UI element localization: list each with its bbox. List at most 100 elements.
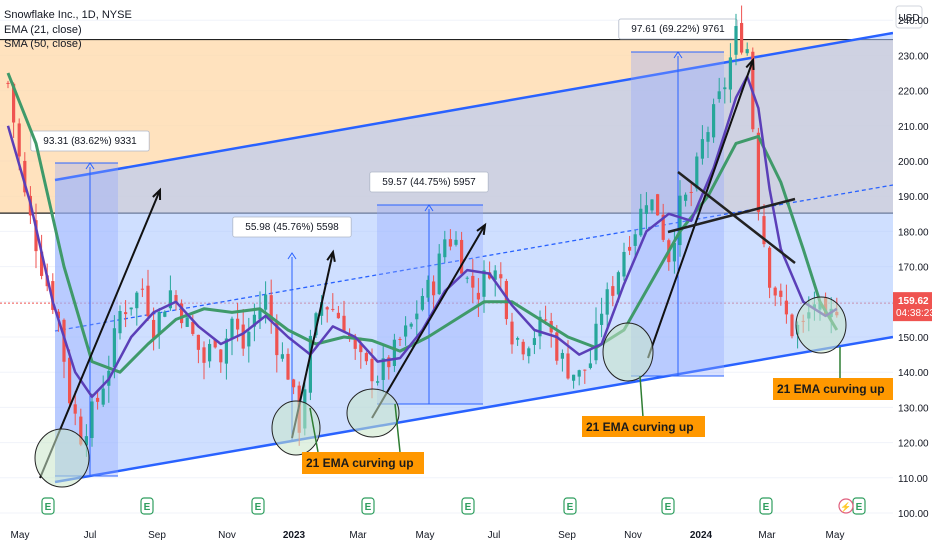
candle-body	[224, 338, 228, 364]
candle-body	[415, 313, 419, 320]
candle-body	[521, 341, 525, 355]
candle-body	[146, 285, 150, 317]
earnings-letter: E	[763, 502, 770, 513]
candle-body	[577, 370, 581, 377]
trend-arrow-1-head	[152, 187, 162, 201]
candle-body	[112, 328, 116, 368]
earnings-icon	[563, 497, 577, 515]
note-label: 21 EMA curving up	[777, 382, 885, 396]
candle-body	[768, 247, 772, 288]
ema21-line	[6, 75, 838, 399]
note-pointer	[394, 403, 401, 453]
time-tick-label: Jul	[488, 530, 501, 541]
time-tick-label: Sep	[558, 530, 576, 541]
candle-body	[118, 311, 122, 334]
candle-body	[538, 316, 542, 337]
time-tick-label: May	[11, 530, 30, 541]
candle-body	[689, 191, 693, 193]
candle-body	[779, 290, 783, 297]
earnings-letter: E	[665, 502, 672, 513]
earnings-icon	[140, 497, 154, 515]
candle-body	[353, 337, 357, 349]
candle-body	[700, 139, 704, 159]
candle-body	[560, 352, 564, 359]
candle-body	[493, 270, 497, 280]
channel-fill	[55, 33, 893, 482]
candle-body	[168, 290, 172, 309]
candle-body	[230, 318, 234, 340]
candle-body	[34, 220, 38, 252]
time-tick-label: Sep	[148, 530, 166, 541]
earnings-letter: E	[856, 502, 863, 513]
candle-body	[784, 300, 788, 315]
candle-body	[320, 302, 324, 316]
candle-body	[773, 287, 777, 296]
candle-body	[208, 343, 212, 362]
candle-body	[432, 281, 436, 296]
candle-body	[180, 303, 184, 324]
price-badge-countdown: 04:38:23	[896, 308, 932, 319]
candle-body	[56, 311, 60, 319]
measurement-tools: 93.31 (83.62%) 9331 55.98 (45.76%) 5598 59…	[30, 18, 738, 477]
time-axis: May Jul Sep Nov 2023 Mar May Jul Sep Nov 2024 Mar Ma…	[0, 520, 893, 550]
candle-body	[219, 349, 223, 363]
candle-body	[555, 332, 559, 361]
indicators	[6, 72, 839, 399]
ema-legend[interactable]: EMA (21, close)	[4, 23, 82, 36]
axis-bg	[893, 0, 932, 550]
price-badge-bg	[893, 292, 932, 322]
candle-body	[712, 104, 716, 138]
candle-body	[135, 292, 139, 309]
candle-body	[6, 82, 10, 84]
time-tick-label: Jul	[84, 530, 97, 541]
time-tick-label: Mar	[349, 530, 367, 541]
price-tick-label: 200.00	[898, 157, 929, 168]
candle-body	[96, 397, 100, 402]
measure-label-box	[30, 130, 150, 152]
candle-body	[745, 49, 749, 54]
candle-body	[628, 246, 632, 251]
earnings-icon	[41, 497, 55, 515]
time-axis-bg	[0, 520, 893, 550]
candle-body	[359, 344, 363, 353]
measure-label: 55.98 (45.76%) 5598	[245, 222, 339, 233]
candle-body	[572, 374, 576, 381]
candle-body	[723, 87, 727, 90]
note-pointer	[309, 407, 319, 453]
candle-body	[740, 22, 744, 53]
price-tick-label: 220.00	[898, 87, 929, 98]
candle-body	[292, 379, 296, 388]
candle-body	[23, 160, 27, 193]
candle-body	[213, 339, 217, 348]
candle-body	[157, 311, 161, 335]
candle-body	[129, 307, 133, 310]
earnings-icon	[251, 497, 265, 515]
symbol-title[interactable]: Snowflake Inc., 1D, NYSE	[4, 9, 132, 21]
candle-body	[504, 281, 508, 320]
candle-body	[717, 91, 721, 100]
candle-body	[124, 312, 128, 315]
candle-body	[51, 281, 55, 310]
candle-body	[605, 289, 609, 315]
sma-legend[interactable]: SMA (50, close)	[4, 38, 82, 50]
measure-box	[55, 163, 118, 476]
candle-body	[448, 239, 452, 247]
measure-label: 97.61 (69.22%) 9761	[631, 24, 725, 35]
note-label: 21 EMA curving up	[586, 420, 694, 434]
highlight-circle	[602, 322, 654, 382]
channel-lower-line	[54, 335, 894, 484]
candle-body	[616, 272, 620, 295]
time-tick-label: May	[826, 530, 845, 541]
candle-body	[101, 388, 105, 405]
price-tick-label: 240.00	[898, 16, 929, 27]
price-tick-label: 110.00	[898, 474, 928, 485]
candle-body	[370, 358, 374, 382]
candle-body	[174, 295, 178, 302]
price-tick-label: 150.00	[898, 333, 929, 344]
candle-body	[325, 307, 329, 310]
note-box	[773, 378, 894, 400]
time-tick-label: 2023	[283, 530, 306, 541]
measure-label-box	[369, 171, 489, 193]
